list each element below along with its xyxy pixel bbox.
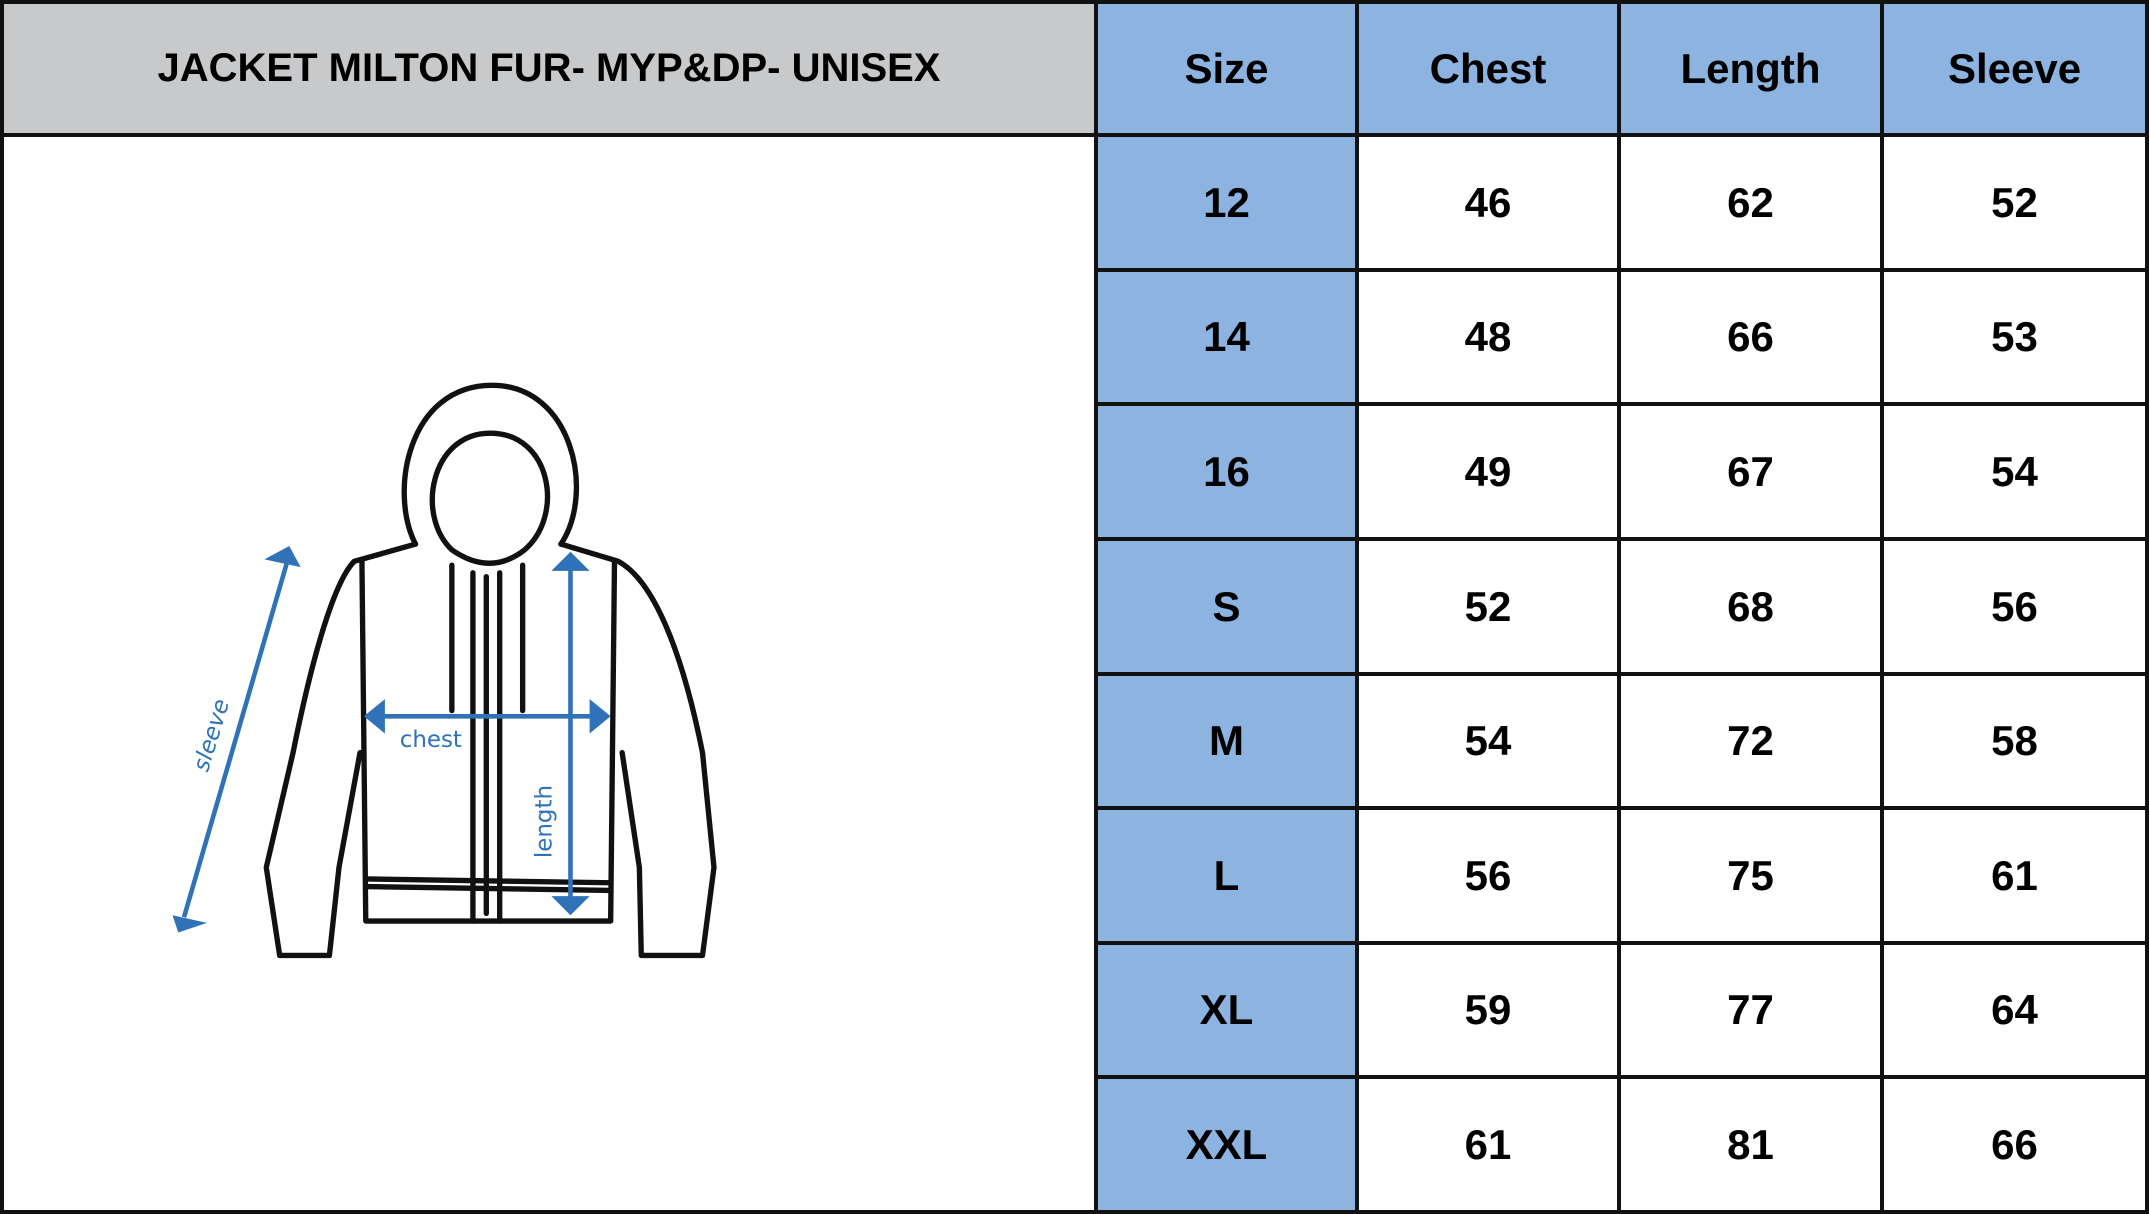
jacket-diagram-panel bbox=[0, 137, 1098, 1214]
sleeve-cell: 52 bbox=[1884, 137, 2149, 272]
chest-cell: 54 bbox=[1359, 676, 1621, 810]
length-cell: 75 bbox=[1621, 810, 1884, 945]
size-cell: S bbox=[1098, 541, 1359, 676]
column-header-sleeve: Sleeve bbox=[1884, 0, 2149, 137]
size-cell: XXL bbox=[1098, 1079, 1359, 1214]
length-cell: 66 bbox=[1621, 272, 1884, 406]
sleeve-cell: 61 bbox=[1884, 810, 2149, 945]
size-cell: M bbox=[1098, 676, 1359, 810]
column-header-length: Length bbox=[1621, 0, 1884, 137]
length-cell: 77 bbox=[1621, 945, 1884, 1079]
size-cell: 16 bbox=[1098, 406, 1359, 541]
length-cell: 72 bbox=[1621, 676, 1884, 810]
length-label: length bbox=[531, 785, 557, 858]
size-cell: L bbox=[1098, 810, 1359, 945]
sleeve-cell: 53 bbox=[1884, 272, 2149, 406]
sleeve-cell: 54 bbox=[1884, 406, 2149, 541]
column-header-chest: Chest bbox=[1359, 0, 1621, 137]
chest-cell: 61 bbox=[1359, 1079, 1621, 1214]
length-cell: 68 bbox=[1621, 541, 1884, 676]
sleeve-cell: 66 bbox=[1884, 1079, 2149, 1214]
sleeve-cell: 56 bbox=[1884, 541, 2149, 676]
chest-cell: 56 bbox=[1359, 810, 1621, 945]
size-cell: 12 bbox=[1098, 137, 1359, 272]
chest-cell: 48 bbox=[1359, 272, 1621, 406]
size-cell: XL bbox=[1098, 945, 1359, 1079]
chest-cell: 52 bbox=[1359, 541, 1621, 676]
jacket-measurement-diagram: chest length sleeve bbox=[172, 382, 717, 959]
measurement-arrows bbox=[172, 546, 611, 933]
chest-cell: 46 bbox=[1359, 137, 1621, 272]
length-cell: 81 bbox=[1621, 1079, 1884, 1214]
sleeve-cell: 58 bbox=[1884, 676, 2149, 810]
sleeve-arrow bbox=[181, 560, 290, 918]
column-header-size: Size bbox=[1098, 0, 1359, 137]
size-cell: 14 bbox=[1098, 272, 1359, 406]
length-cell: 62 bbox=[1621, 137, 1884, 272]
chest-cell: 49 bbox=[1359, 406, 1621, 541]
product-title: JACKET MILTON FUR- MYP&DP- UNISEX bbox=[0, 0, 1098, 137]
jacket-outline bbox=[263, 382, 717, 959]
sleeve-cell: 64 bbox=[1884, 945, 2149, 1079]
chest-cell: 59 bbox=[1359, 945, 1621, 1079]
length-cell: 67 bbox=[1621, 406, 1884, 541]
chest-label: chest bbox=[400, 727, 462, 753]
